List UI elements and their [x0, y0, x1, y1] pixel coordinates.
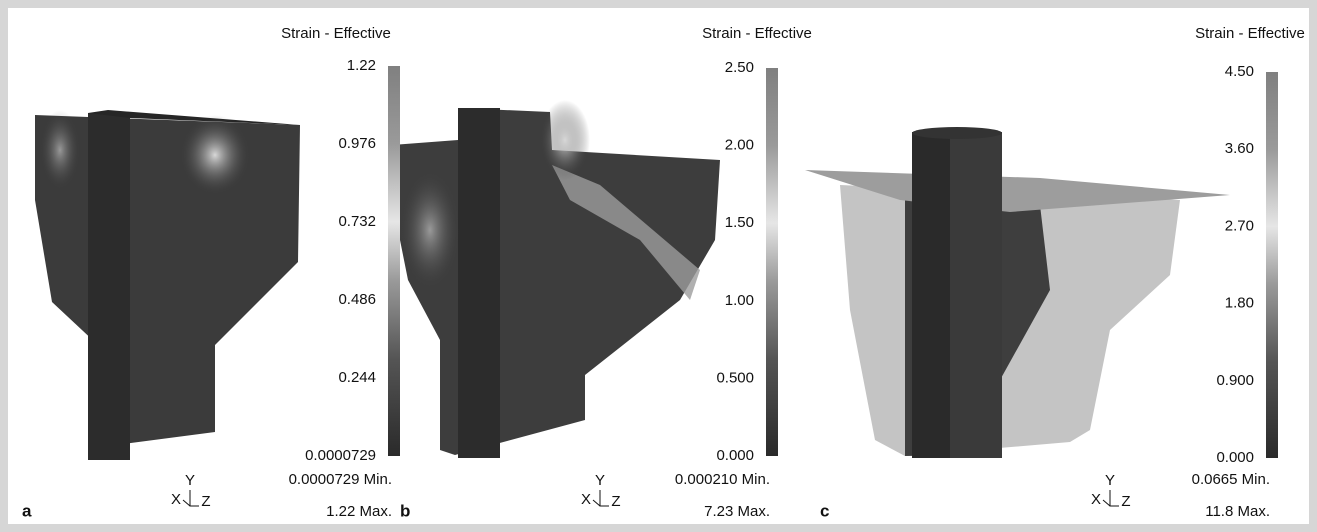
- max-label: 1.22 Max.: [326, 503, 392, 520]
- color-bar-tick-label: 1.22: [347, 57, 376, 74]
- triad-y: Y: [185, 472, 195, 489]
- legend-title: Strain - Effective: [702, 25, 812, 42]
- legend-title: Strain - Effective: [1195, 25, 1305, 42]
- color-bar-tick-label: 4.50: [1225, 63, 1254, 80]
- color-bar-tick-label: 0.486: [338, 291, 376, 308]
- color-bar: [1266, 72, 1278, 458]
- triad-y: Y: [1105, 472, 1115, 489]
- triad-y: Y: [595, 472, 605, 489]
- color-bar-tick-label: 1.00: [725, 292, 754, 309]
- figure: Strain - Effective 1.22 0.976 0.732 0.486 0.2…: [0, 0, 1317, 532]
- panel-label: a: [22, 501, 32, 520]
- max-label: 11.8 Max.: [1205, 503, 1270, 520]
- color-bar-tick-label: 0.000: [1216, 449, 1254, 466]
- color-bar-tick-label: 2.50: [725, 59, 754, 76]
- color-bar-tick-label: 0.000: [716, 447, 754, 464]
- color-bar-tick-label: 0.0000729: [305, 447, 376, 464]
- triad-x: X: [171, 491, 181, 508]
- color-bar-tick-label: 3.60: [1225, 140, 1254, 157]
- triad-x: X: [1091, 491, 1101, 508]
- panel-label: c: [820, 501, 829, 520]
- legend-title: Strain - Effective: [281, 25, 391, 42]
- min-label: 0.0665 Min.: [1192, 471, 1270, 488]
- panel-label: b: [400, 501, 410, 520]
- color-bar-tick-label: 0.900: [1216, 372, 1254, 389]
- color-bar-tick-label: 1.50: [725, 214, 754, 231]
- color-bar-tick-label: 2.70: [1225, 217, 1254, 234]
- color-bar: [766, 68, 778, 456]
- color-bar-tick-label: 0.500: [716, 369, 754, 386]
- min-label: 0.000210 Min.: [675, 471, 770, 488]
- color-bar-tick-label: 2.00: [725, 137, 754, 154]
- max-label: 7.23 Max.: [704, 503, 770, 520]
- page: Strain - Effective 1.22 0.976 0.732 0.486 0.2…: [0, 0, 1317, 532]
- triad-z: Z: [201, 493, 210, 510]
- color-bar-tick-label: 1.80: [1225, 295, 1254, 312]
- color-bar-tick-label: 0.732: [338, 213, 376, 230]
- color-bar-tick-label: 0.976: [338, 135, 376, 152]
- color-bar-tick-label: 0.244: [338, 369, 376, 386]
- triad-z: Z: [1121, 493, 1130, 510]
- triad-x: X: [581, 491, 591, 508]
- min-label: 0.0000729 Min.: [289, 471, 392, 488]
- color-bar: [388, 66, 400, 456]
- triad-z: Z: [611, 493, 620, 510]
